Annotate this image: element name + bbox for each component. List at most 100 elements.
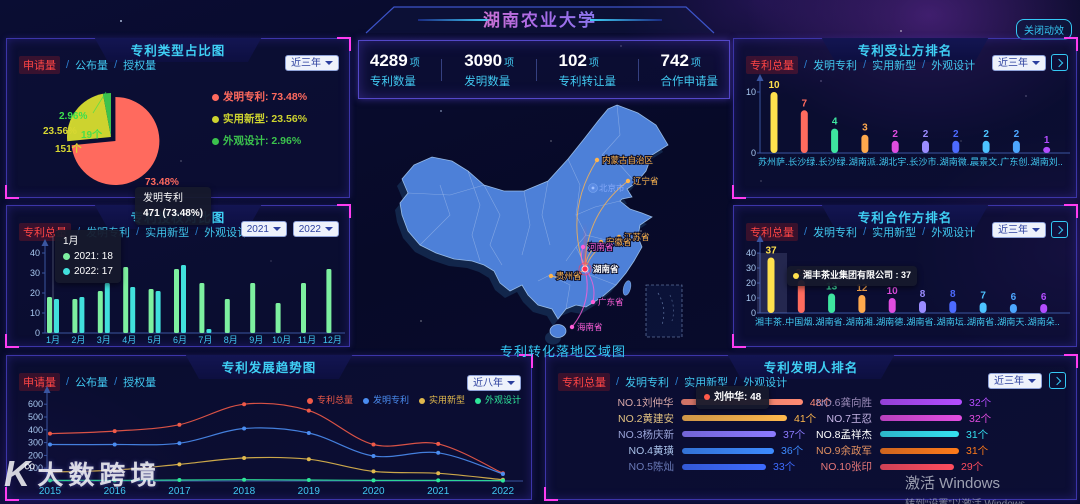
bar-label: 广东创.. xyxy=(1000,156,1032,167)
tab-3[interactable]: 外观设计 xyxy=(204,227,249,239)
data-point xyxy=(242,477,247,482)
inventor-tooltip: 刘仲华: 48 xyxy=(696,386,770,409)
inventor-list-right: NO.6龚向胜 32个 NO.7王忍 32个 NO.8孟祥杰 31个 NO.9余… xyxy=(786,394,1071,475)
year-label: 2020 xyxy=(362,486,385,497)
trend-line xyxy=(49,456,503,481)
inventor-rank: NO.8孟祥杰 xyxy=(815,428,872,441)
close-effects-button[interactable]: 关闭动效 xyxy=(1016,19,1072,40)
tab-1[interactable]: 发明专利 xyxy=(813,60,858,72)
range-select[interactable]: 近三年 xyxy=(988,373,1042,389)
data-point xyxy=(48,478,52,483)
data-point xyxy=(306,408,311,413)
data-point xyxy=(242,426,247,431)
range-select[interactable]: 近三年 xyxy=(992,55,1046,71)
tab-1[interactable]: 发明专利 xyxy=(625,377,670,389)
bar-value: 37 xyxy=(765,246,777,257)
pie-callout: 151个 xyxy=(55,144,82,155)
logo-loop-icon: ∞ xyxy=(24,457,36,475)
more-button[interactable] xyxy=(1051,54,1068,71)
pie-callout: 19个 xyxy=(81,130,103,141)
more-button[interactable] xyxy=(1049,372,1066,389)
stat-invention-total: 3090 项 发明数量 xyxy=(464,51,514,89)
range-select[interactable]: 近三年 xyxy=(992,222,1046,238)
bar-2021 xyxy=(72,299,78,333)
tab-0[interactable]: 专利总量 xyxy=(746,56,798,74)
inventor-row: NO.7王忍 32个 xyxy=(786,410,1071,426)
tab-1[interactable]: 发明专利 xyxy=(813,227,858,239)
rank-bar xyxy=(1043,146,1051,153)
inventor-row: NO.5陈灿 33个 xyxy=(582,459,832,475)
map-label: 贵州省 xyxy=(556,271,582,281)
inventor-bar xyxy=(880,431,959,438)
watermark-text: 大数跨境 xyxy=(37,460,162,490)
chevron-down-icon xyxy=(325,227,333,231)
tab-2[interactable]: 实用新型 xyxy=(872,60,917,72)
svg-text:400: 400 xyxy=(28,425,43,435)
month-label: 9月 xyxy=(249,335,263,345)
bar-value: 8 xyxy=(920,289,926,300)
inventor-value: 33个 xyxy=(773,461,796,474)
inventor-row: NO.6龚向胜 32个 xyxy=(786,394,1071,410)
bar-2021 xyxy=(47,297,52,333)
stat-value: 102 xyxy=(558,50,587,70)
svg-text:100: 100 xyxy=(28,463,43,473)
bar-label: 长沙绿.. xyxy=(788,156,820,167)
series-dot xyxy=(63,267,70,275)
chevron-right-icon xyxy=(1052,376,1061,385)
tab-3[interactable]: 外观设计 xyxy=(931,60,976,72)
tab-0[interactable]: 专利总量 xyxy=(558,373,610,391)
tab-3[interactable]: 外观设计 xyxy=(931,227,976,239)
rank-bar xyxy=(858,295,866,313)
panel-patent-type: 专利类型占比图 申请量 / 公布量 / 授权量 近三年 2.96% 23.56% 19个… xyxy=(5,37,351,225)
stat-label: 专利转让量 xyxy=(558,75,617,88)
map-label: 辽宁省 xyxy=(633,176,659,186)
inventor-value: 31个 xyxy=(966,428,989,441)
tab-0[interactable]: 申请量 xyxy=(19,373,60,391)
data-point xyxy=(306,457,311,462)
bar-value: 4 xyxy=(832,117,838,128)
tab-2[interactable]: 授权量 xyxy=(123,377,157,389)
rank-bar xyxy=(1040,304,1048,313)
watermark-logo: K ∞ 大数跨境 xyxy=(4,455,161,492)
map-label: 广东省 xyxy=(598,297,624,307)
tab-2[interactable]: 授权量 xyxy=(123,60,157,72)
trend-line xyxy=(49,402,504,474)
pie-callout: 2.96% xyxy=(59,111,88,122)
tab-separator: / xyxy=(922,59,926,71)
inventor-rank: NO.1刘仲华 xyxy=(617,396,674,409)
map-title: 专利转化落地区域图 xyxy=(499,344,626,359)
month-label: 11月 xyxy=(298,335,316,345)
chevron-down-icon xyxy=(1028,379,1036,383)
tab-0[interactable]: 专利总量 xyxy=(746,223,798,241)
more-button[interactable] xyxy=(1051,221,1068,238)
svg-text:300: 300 xyxy=(28,438,43,448)
legend-item: 发明专利 xyxy=(362,393,409,406)
svg-text:200: 200 xyxy=(28,450,43,460)
year-label: 2022 xyxy=(492,486,515,497)
data-point xyxy=(371,469,376,474)
tab-1[interactable]: 公布量 xyxy=(75,377,109,389)
bar-label: 湖南朵.. xyxy=(1028,316,1060,327)
tab-2[interactable]: 实用新型 xyxy=(872,227,917,239)
bar-label: 湖南德.. xyxy=(876,316,908,327)
svg-text:10: 10 xyxy=(30,308,40,318)
year-select-2022[interactable]: 2022 xyxy=(292,221,339,237)
south-china-sea-inset xyxy=(645,284,683,338)
month-label: 3月 xyxy=(97,335,111,345)
range-select[interactable]: 近三年 xyxy=(285,55,339,71)
range-select[interactable]: 近八年 xyxy=(467,375,521,391)
inventor-rank: NO.10张印 xyxy=(820,461,872,474)
bar-label: 湖南刘.. xyxy=(1031,156,1063,167)
tab-1[interactable]: 公布量 xyxy=(75,60,109,72)
map-point xyxy=(625,178,631,184)
tab-0[interactable]: 申请量 xyxy=(19,56,60,74)
stat-label: 合作申请量 xyxy=(660,75,719,88)
inventor-row: NO.9余政军 31个 xyxy=(786,443,1071,459)
tab-separator: / xyxy=(114,376,118,388)
tab-2[interactable]: 实用新型 xyxy=(145,227,190,239)
pie-slice xyxy=(71,97,160,185)
inventor-bar xyxy=(682,415,787,422)
bar-2021 xyxy=(301,283,306,333)
bar-label: 湖南省.. xyxy=(906,316,938,327)
year-select-2021[interactable]: 2021 xyxy=(240,221,287,237)
